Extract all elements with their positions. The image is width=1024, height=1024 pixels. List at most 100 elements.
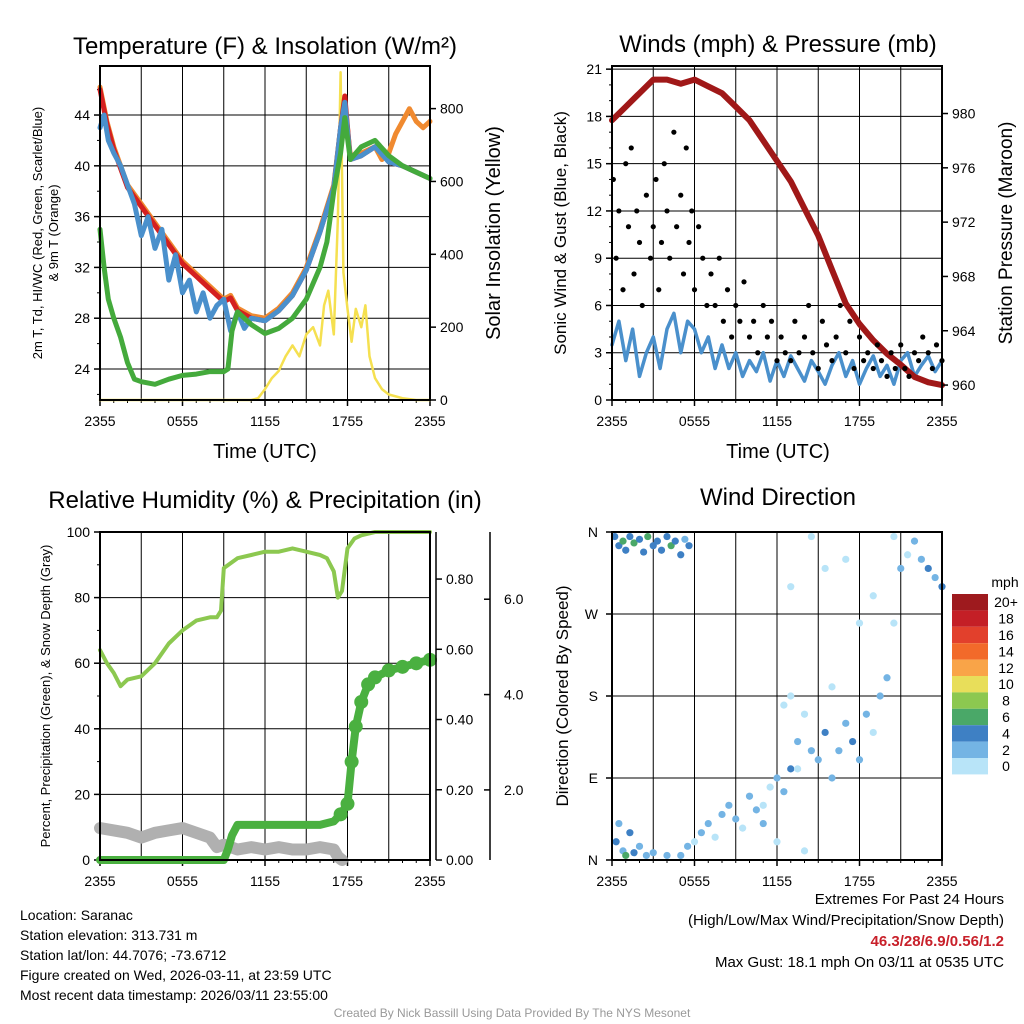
legend-swatch — [952, 659, 988, 676]
wind-direction-point — [862, 710, 870, 718]
wind-direction-point — [876, 692, 884, 700]
wind-direction-point — [869, 592, 877, 600]
series-line-station-pressure — [609, 76, 945, 389]
legend-swatch — [952, 708, 988, 726]
gust-point — [884, 373, 890, 379]
y-tick-label: 32 — [74, 259, 90, 275]
wind-direction-point — [640, 548, 648, 556]
extremes-values: 46.3/28/6.9/0.56/1.2 — [870, 933, 1004, 950]
wind-direction-point — [630, 849, 638, 857]
precip-point — [344, 754, 359, 769]
precip-point — [354, 694, 369, 709]
legend-swatch — [952, 610, 988, 627]
wind-direction-point — [752, 806, 760, 814]
temp-x-label: Time (UTC) — [213, 441, 317, 463]
wind-direction-point — [697, 829, 705, 837]
wind-direction-point — [780, 788, 788, 796]
wind-direction-point — [787, 583, 795, 591]
wind-direction-point — [671, 537, 679, 545]
precip-point — [395, 659, 410, 674]
wind-direction-point — [642, 851, 650, 860]
wind-direction-point — [684, 842, 692, 850]
wind-direction-point — [690, 838, 699, 846]
gust-point — [916, 358, 922, 364]
right-y-tick-label: 980 — [952, 106, 976, 122]
gust-point — [865, 350, 871, 356]
series-line-snow-depth — [94, 822, 348, 866]
y-tick-label: 36 — [74, 209, 90, 225]
gust-point — [729, 334, 735, 340]
y-tick-label: W — [585, 606, 599, 622]
precip-point — [333, 807, 348, 822]
x-tick-label: 0555 — [167, 873, 198, 889]
gust-point — [653, 176, 659, 183]
wind-direction-point — [897, 564, 905, 573]
gust-point — [833, 334, 839, 340]
x-tick-label: 2355 — [414, 413, 445, 429]
wind-direction-point — [780, 701, 788, 709]
gust-point — [664, 208, 670, 214]
gust-point — [796, 350, 802, 356]
precip-point — [340, 796, 355, 811]
wind-y-label-right: Station Pressure (Maroon) — [996, 122, 1017, 345]
wind-direction-point — [890, 532, 898, 541]
gust-point — [724, 287, 731, 293]
right-y-tick-label: 960 — [952, 377, 976, 393]
winddir-panel-title: Wind Direction — [700, 484, 856, 511]
y-tick-label: 0 — [594, 392, 602, 408]
wind-direction-point — [626, 532, 634, 541]
gust-point — [631, 271, 637, 277]
legend-label: 20+ — [994, 594, 1018, 610]
gust-point — [806, 302, 812, 309]
legend-swatch — [952, 758, 988, 775]
wind-direction-point — [849, 737, 857, 746]
y-tick-label: 20 — [74, 786, 90, 802]
right-y-tick-label: 800 — [440, 101, 464, 117]
gust-point — [810, 350, 816, 356]
right-y-tick-label: 400 — [440, 246, 464, 262]
x-tick-label: 1755 — [844, 413, 875, 429]
wind-direction-point — [681, 535, 689, 543]
wind-direction-point — [814, 756, 822, 764]
series-line-relative-humidity — [98, 530, 432, 689]
precip-point — [368, 670, 382, 685]
y-tick-label: 80 — [74, 590, 90, 606]
wind-direction-point — [917, 555, 925, 563]
precip-tick-label: 0.40 — [446, 712, 473, 728]
right-y-tick-label: 976 — [952, 160, 976, 176]
rh-y-label: Percent, Precipitation (Green), & Snow D… — [38, 545, 53, 848]
wind-direction-point — [635, 535, 644, 543]
legend-label: 0 — [1002, 758, 1010, 774]
wind-direction-point — [685, 542, 693, 550]
gust-point — [639, 302, 645, 309]
gust-point — [929, 365, 935, 372]
wind-direction-point — [924, 564, 932, 573]
wind-direction-point — [828, 683, 836, 691]
x-tick-label: 1155 — [762, 413, 792, 429]
legend-label: 12 — [998, 660, 1014, 676]
wind-y-label: Sonic Wind & Gust (Blue, Black) — [551, 111, 570, 355]
wind-direction-point — [890, 619, 898, 627]
gust-point — [843, 350, 849, 356]
gust-point — [898, 342, 904, 348]
wind-direction-point — [677, 851, 685, 860]
gust-point — [768, 318, 775, 324]
wind-direction-point — [821, 564, 829, 573]
gust-point — [708, 271, 714, 277]
right-y-tick-label: 964 — [952, 323, 976, 339]
wind-direction-point — [612, 838, 620, 846]
gust-point — [902, 365, 908, 372]
wind-direction-point — [663, 532, 671, 541]
gust-point — [674, 224, 680, 230]
wind-direction-point — [773, 838, 781, 846]
gust-point — [700, 255, 706, 261]
legend-label: 2 — [1002, 742, 1010, 758]
wind-direction-point — [794, 737, 802, 746]
right-y-tick-label: 600 — [440, 173, 464, 189]
gust-point — [801, 334, 808, 340]
y-tick-label: 12 — [586, 203, 602, 219]
wind-direction-point — [630, 539, 638, 547]
precip-tick-label: 0.60 — [446, 641, 473, 657]
wind-direction-point — [904, 551, 912, 559]
wind-direction-point — [910, 537, 919, 545]
